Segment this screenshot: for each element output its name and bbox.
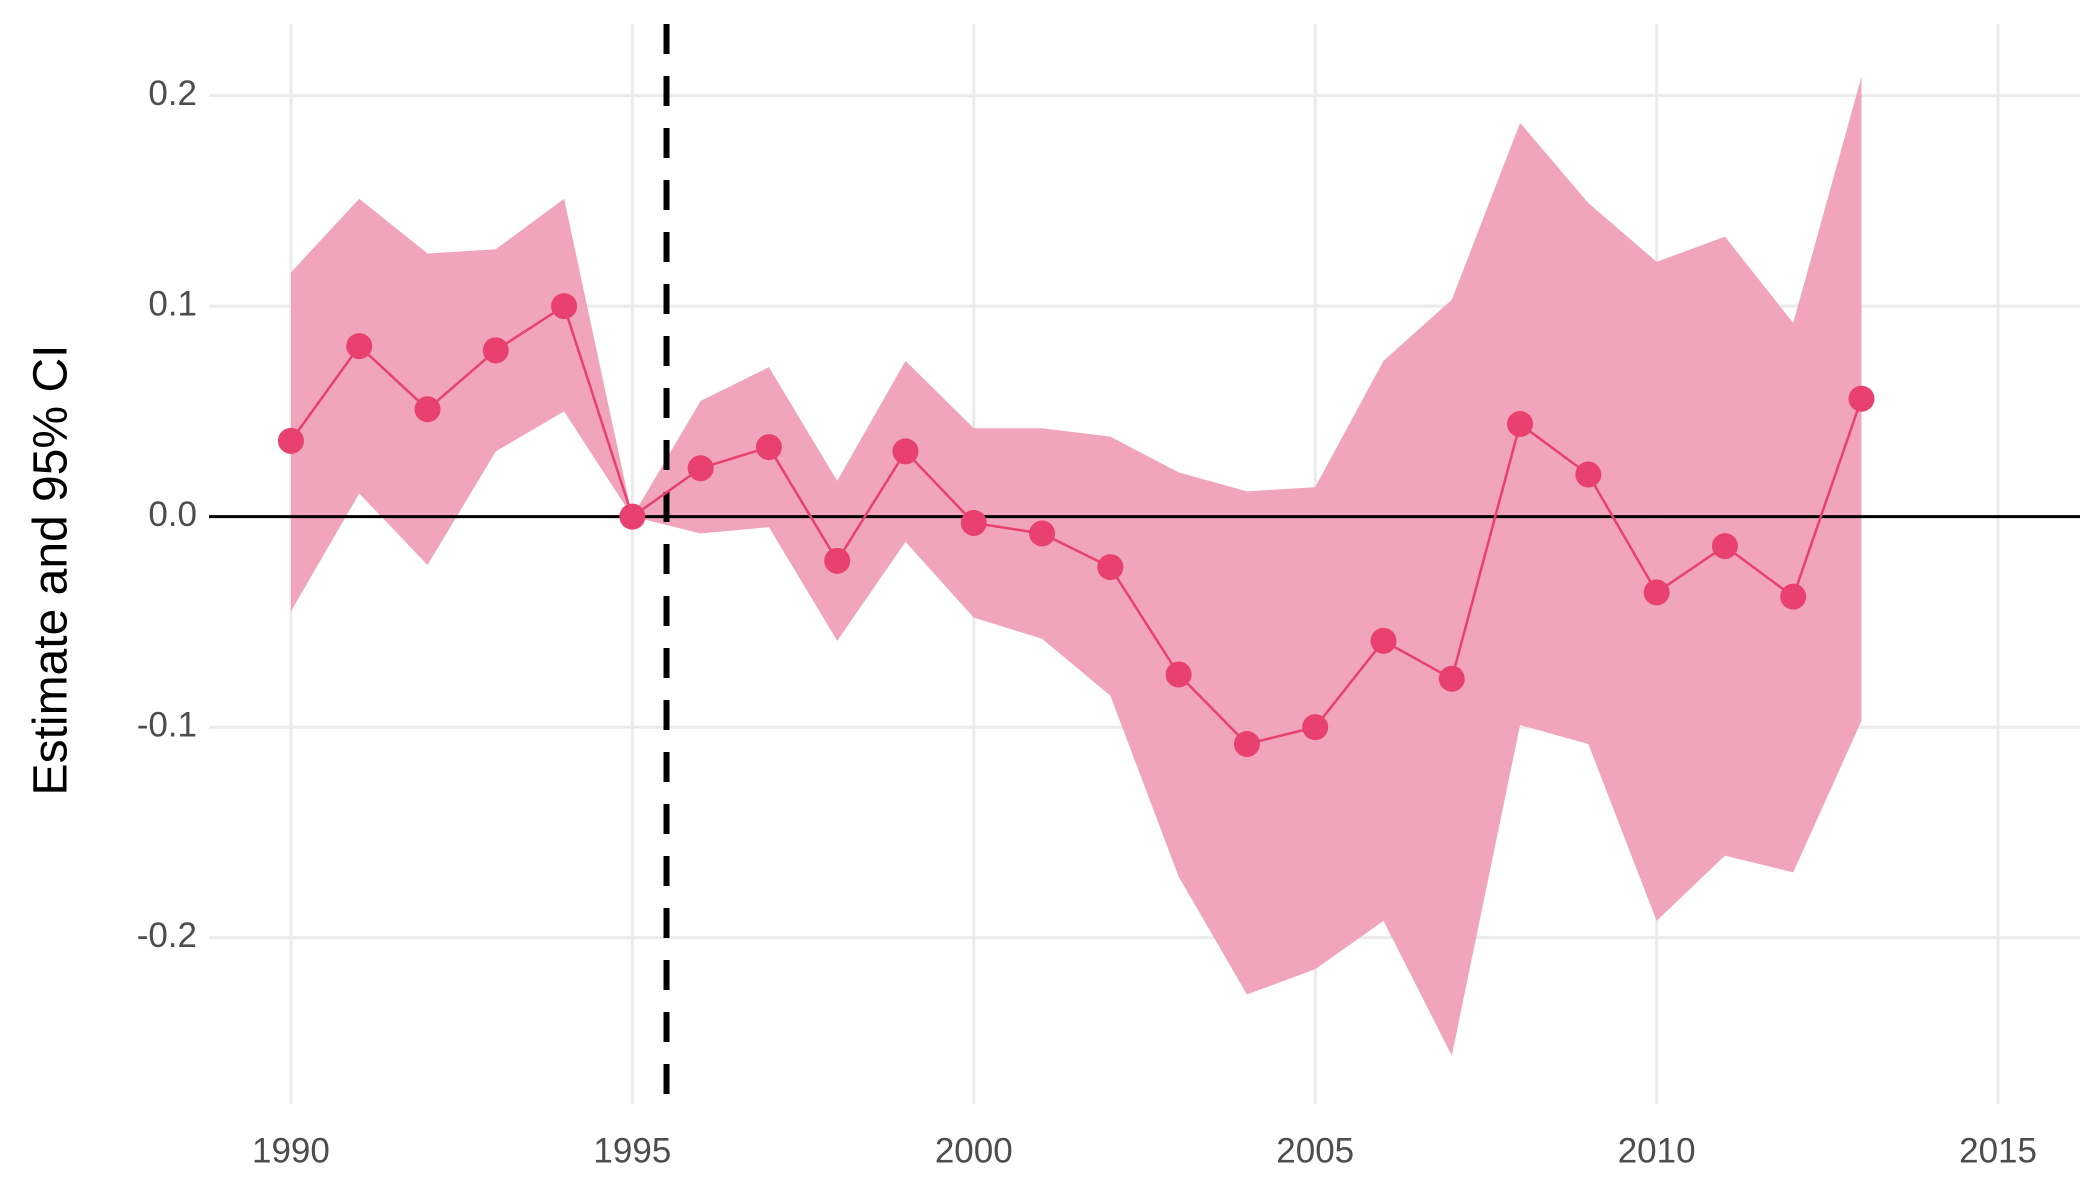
x-tick-label: 2015 bbox=[1959, 1131, 2037, 1170]
x-tick-label: 1990 bbox=[252, 1131, 330, 1170]
estimate-point bbox=[1233, 731, 1260, 757]
confidence-band bbox=[290, 76, 1862, 1056]
estimate-line bbox=[289, 304, 1863, 746]
estimate-point bbox=[1097, 554, 1124, 581]
estimate-point bbox=[755, 434, 782, 461]
estimate-point bbox=[482, 337, 509, 364]
estimate-point bbox=[551, 293, 578, 320]
estimate-point bbox=[1780, 583, 1807, 610]
y-tick-label: -0.1 bbox=[137, 705, 197, 744]
estimate-point bbox=[619, 503, 646, 530]
estimate-point bbox=[1370, 627, 1397, 654]
estimate-point bbox=[1575, 461, 1602, 488]
y-tick-label: -0.2 bbox=[137, 916, 197, 955]
estimate-point bbox=[414, 396, 441, 423]
estimate-point bbox=[892, 438, 919, 465]
estimate-point bbox=[687, 455, 714, 482]
y-axis-title: Estimate and 95% CI bbox=[25, 345, 78, 796]
estimate-point bbox=[346, 333, 373, 360]
estimate-point bbox=[824, 547, 851, 574]
y-tick-label: 0.0 bbox=[148, 495, 197, 534]
estimate-point bbox=[1711, 533, 1738, 560]
estimate-point bbox=[1848, 385, 1875, 412]
x-tick-label: 2010 bbox=[1618, 1131, 1696, 1170]
y-tick-label: 0.1 bbox=[148, 284, 197, 323]
estimate-point bbox=[1165, 661, 1192, 688]
estimate-point bbox=[960, 509, 987, 536]
estimate-point bbox=[277, 427, 304, 454]
estimate-point bbox=[1507, 411, 1534, 437]
estimate-point bbox=[1029, 520, 1056, 547]
estimate-point bbox=[1302, 714, 1329, 741]
x-tick-label: 2000 bbox=[935, 1131, 1013, 1170]
x-tick-label: 1995 bbox=[593, 1131, 671, 1170]
x-tick-label: 2005 bbox=[1276, 1131, 1354, 1170]
estimate-point bbox=[1438, 665, 1465, 692]
y-tick-label: 0.2 bbox=[148, 74, 197, 113]
estimate-point bbox=[1643, 579, 1670, 606]
